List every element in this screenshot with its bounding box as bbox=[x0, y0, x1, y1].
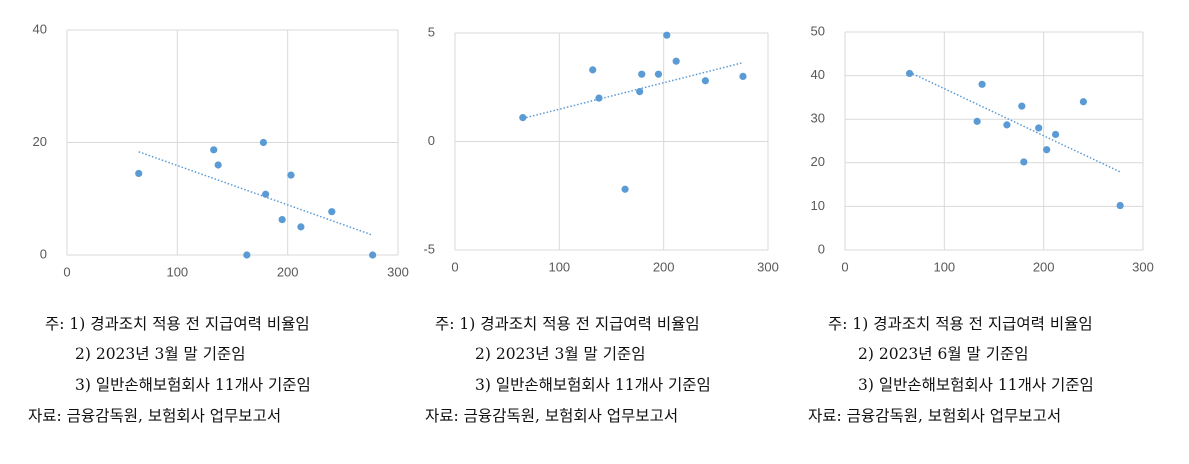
point bbox=[638, 70, 646, 78]
point bbox=[978, 80, 986, 88]
x-tick-label: 200 bbox=[653, 259, 675, 274]
point bbox=[210, 146, 218, 154]
point bbox=[654, 70, 663, 78]
note: 3) 일반손해보험회사 11개사 기준임 bbox=[475, 376, 711, 394]
y-tick-label: 40 bbox=[33, 21, 47, 36]
x-tick-label: 0 bbox=[63, 264, 70, 279]
x-tick-label: 0 bbox=[841, 259, 848, 274]
point bbox=[595, 94, 603, 102]
point bbox=[1116, 201, 1124, 210]
x-tick-label: 300 bbox=[387, 264, 409, 279]
y-tick-label: 20 bbox=[33, 134, 47, 149]
y-tick-label: 40 bbox=[811, 67, 825, 82]
point bbox=[905, 69, 914, 78]
x-tick-label: 0 bbox=[451, 259, 458, 274]
note: 2) 2023년 6월 말 기준임 bbox=[858, 345, 1029, 363]
note: 자료: 금융감독원, 보험회사 업무보고서 bbox=[808, 407, 1061, 425]
point bbox=[1020, 158, 1028, 166]
x-tick-label: 300 bbox=[1132, 259, 1154, 274]
trendline bbox=[909, 71, 1121, 173]
x-tick-label: 200 bbox=[1033, 259, 1055, 274]
point bbox=[589, 66, 597, 74]
y-tick-label: 0 bbox=[818, 241, 825, 256]
trendline bbox=[138, 151, 373, 236]
point bbox=[1003, 121, 1011, 129]
y-tick-label: 5 bbox=[428, 24, 435, 39]
point bbox=[328, 208, 336, 216]
point bbox=[1079, 98, 1087, 106]
y-tick-label: 50 bbox=[811, 23, 825, 38]
point bbox=[259, 138, 267, 147]
point bbox=[262, 190, 270, 198]
x-tick-label: 100 bbox=[166, 264, 188, 279]
x-tick-label: 300 bbox=[757, 259, 779, 274]
note: 3) 일반손해보험회사 11개사 기준임 bbox=[858, 376, 1094, 394]
note: 자료: 금융감독원, 보험회사 업무보고서 bbox=[425, 407, 678, 425]
point bbox=[636, 87, 644, 96]
y-tick-label: 20 bbox=[811, 154, 825, 169]
note: 3) 일반손해보험회사 11개사 기준임 bbox=[75, 376, 311, 394]
point bbox=[1018, 102, 1026, 110]
point bbox=[297, 223, 305, 231]
point bbox=[1043, 146, 1051, 154]
y-tick-label: 0 bbox=[428, 133, 435, 148]
y-tick-label: 30 bbox=[811, 111, 825, 126]
y-tick-label: 0 bbox=[40, 246, 47, 261]
point bbox=[1051, 130, 1060, 139]
note: 2) 2023년 3월 말 기준임 bbox=[75, 345, 246, 363]
y-tick-label: -5 bbox=[423, 241, 435, 256]
note: 주: 1) 경과조치 적용 전 지급여력 비율임 bbox=[828, 315, 1093, 333]
note: 주: 1) 경과조치 적용 전 지급여력 비율임 bbox=[435, 315, 700, 333]
point bbox=[672, 57, 680, 65]
point bbox=[519, 114, 527, 122]
y-tick-label: 10 bbox=[811, 198, 825, 213]
point bbox=[214, 161, 222, 169]
x-tick-label: 200 bbox=[277, 264, 299, 279]
point bbox=[287, 171, 295, 179]
point bbox=[135, 169, 143, 178]
note: 2) 2023년 3월 말 기준임 bbox=[475, 345, 646, 363]
point bbox=[973, 117, 981, 125]
x-tick-label: 100 bbox=[933, 259, 955, 274]
trendline bbox=[522, 61, 744, 120]
point bbox=[243, 251, 251, 259]
point bbox=[278, 215, 286, 224]
note: 자료: 금융감독원, 보험회사 업무보고서 bbox=[28, 407, 281, 425]
point bbox=[1035, 124, 1043, 132]
point bbox=[369, 251, 377, 259]
x-tick-label: 100 bbox=[548, 259, 570, 274]
point bbox=[739, 72, 747, 80]
point bbox=[663, 31, 671, 39]
note: 주: 1) 경과조치 적용 전 지급여력 비율임 bbox=[45, 315, 310, 333]
point bbox=[621, 185, 629, 193]
point bbox=[701, 77, 710, 85]
